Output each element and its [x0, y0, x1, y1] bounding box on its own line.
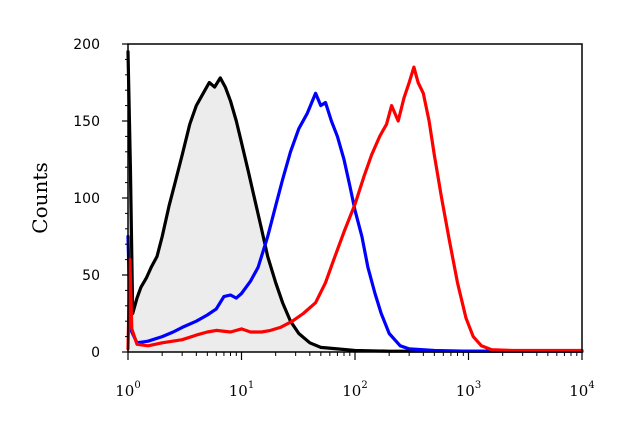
x-tick-label: 104 [569, 380, 594, 400]
y-tick-label: 50 [82, 268, 100, 284]
series-2-line [126, 65, 584, 353]
y-tick-label: 150 [73, 114, 100, 130]
y-axis: 0 50 100 150 200 [73, 37, 128, 361]
series-0-line [126, 50, 584, 353]
series-layer [126, 50, 584, 353]
y-tick-label: 0 [91, 345, 100, 361]
x-tick-label: 102 [342, 380, 367, 400]
series-0-area [128, 51, 582, 352]
x-tick-label: 101 [229, 380, 254, 400]
x-axis: 100 101 102 103 104 [115, 352, 595, 400]
y-axis-label: Counts [28, 162, 52, 233]
y-tick-label: 100 [73, 191, 100, 207]
y-tick-label: 200 [73, 37, 100, 53]
x-tick-label: 100 [115, 380, 140, 400]
series-1-line [126, 91, 584, 353]
x-tick-label: 103 [456, 380, 481, 400]
